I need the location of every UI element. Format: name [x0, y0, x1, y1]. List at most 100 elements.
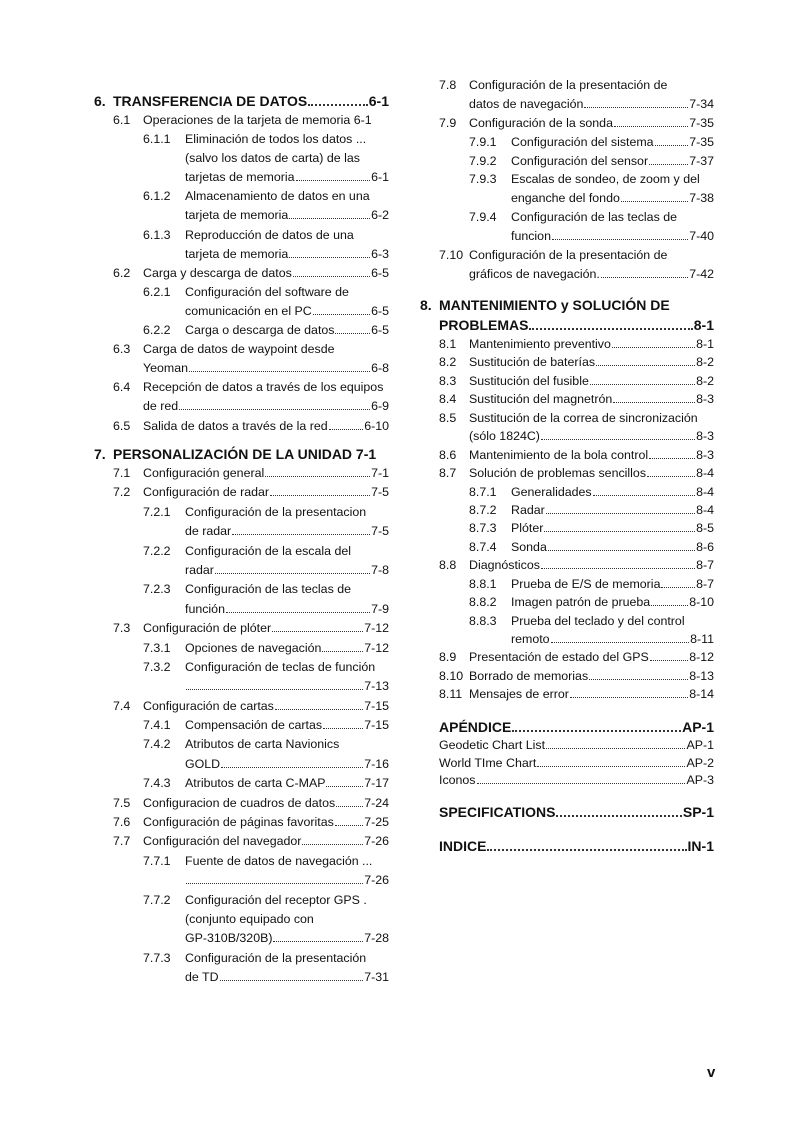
section-heading[interactable]: PROBLEMAS 8-1: [420, 315, 714, 335]
toc-entry[interactable]: 8.8.2 Imagen patrón de prueba 8-10: [420, 593, 714, 611]
toc-entry[interactable]: Yeoman 6-8: [94, 359, 389, 378]
dot-leader: [289, 256, 371, 258]
toc-entry[interactable]: 7.7.2 Configuración del receptor GPS .: [94, 891, 389, 910]
toc-entry[interactable]: 8.7.4 Sonda 8-6: [420, 538, 714, 556]
entry-page: 8-3: [696, 429, 714, 444]
toc-entry[interactable]: 7.9.3 Escalas de sondeo, de zoom y del: [420, 170, 714, 189]
toc-entry[interactable]: tarjeta de memoria 6-3: [94, 245, 389, 264]
toc-entry[interactable]: 6.2 Carga y descarga de datos 6-5: [94, 264, 389, 283]
toc-entry[interactable]: 7.7.3 Configuración de la presentación: [94, 949, 389, 968]
toc-entry[interactable]: 6.1 Operaciones de la tarjeta de memoria …: [94, 111, 389, 130]
entry-number: 8.7.1: [469, 484, 497, 499]
toc-entry[interactable]: 7.3.1 Opciones de navegación 7-12: [94, 639, 389, 658]
toc-entry[interactable]: 7.7 Configuración del navegador 7-26: [94, 832, 389, 851]
toc-entry[interactable]: 7.2.2 Configuración de la escala del: [94, 542, 389, 561]
toc-entry[interactable]: 8.8.3 Prueba del teclado y del control: [420, 612, 714, 630]
toc-entry[interactable]: 7.2 Configuración de radar 7-5: [94, 483, 389, 502]
toc-entry[interactable]: 8.3 Sustitución del fusible 8-2: [420, 372, 714, 390]
toc-entry[interactable]: 7.4.3 Atributos de carta C-MAP 7-17: [94, 774, 389, 793]
entry-page: IN-1: [687, 838, 714, 854]
toc-entry[interactable]: enganche del fondo 7-38: [420, 189, 714, 208]
toc-entry[interactable]: 7.4.1 Compensación de cartas 7-15: [94, 716, 389, 735]
toc-entry[interactable]: 7.7.1 Fuente de datos de navegación ...: [94, 852, 389, 871]
toc-entry[interactable]: 8.10 Borrado de memorias 8-13: [420, 667, 714, 685]
toc-entry[interactable]: 7.6 Configuración de páginas favoritas 7-2…: [94, 813, 389, 832]
toc-entry[interactable]: 6.1.2 Almacenamiento de datos en una: [94, 187, 389, 206]
toc-entry[interactable]: 8.8 Diagnósticos 8-7: [420, 556, 714, 574]
toc-entry[interactable]: 8.7.3 Plóter 8-5: [420, 519, 714, 537]
toc-entry[interactable]: 6.4 Recepción de datos a través de los eq…: [94, 378, 389, 397]
toc-entry[interactable]: 7.4.2 Atributos de carta Navionics: [94, 735, 389, 754]
toc-entry[interactable]: de radar 7-5: [94, 522, 389, 541]
toc-entry[interactable]: tarjeta de memoria 6-2: [94, 206, 389, 225]
toc-entry[interactable]: 7.2.1 Configuración de la presentacion: [94, 503, 389, 522]
toc-entry[interactable]: GP-310B/320B) 7-28: [94, 929, 389, 948]
toc-entry[interactable]: 8.8.1 Prueba de E/S de memoria 8-7: [420, 575, 714, 593]
toc-entry[interactable]: 7.3 Configuración de plóter 7-12: [94, 619, 389, 638]
toc-entry[interactable]: 7.1 Configuración general 7-1: [94, 464, 389, 483]
toc-entry[interactable]: (sólo 1824C) 8-3: [420, 427, 714, 445]
toc-entry[interactable]: 8.5 Sustitución de la correa de sincroniz…: [420, 409, 714, 427]
toc-entry[interactable]: Geodetic Chart List AP-1: [420, 737, 714, 755]
dot-leader: [232, 534, 371, 536]
toc-entry[interactable]: de TD 7-31: [94, 968, 389, 987]
toc-entry[interactable]: 7.9 Configuración de la sonda 7-35: [420, 114, 714, 133]
toc-entry[interactable]: 8.7.1 Generalidades 8-4: [420, 483, 714, 501]
toc-entry[interactable]: funcion 7-40: [420, 227, 714, 246]
toc-entry[interactable]: comunicación en el PC 6-5: [94, 302, 389, 321]
toc-entry[interactable]: 6.2.2 Carga o descarga de datos 6-5: [94, 321, 389, 340]
section-heading[interactable]: 8. MANTENIMIENTO y SOLUCIÓN DE: [420, 295, 714, 315]
entry-page: 7-34: [689, 96, 714, 111]
entry-title: (conjunto equipado con: [185, 911, 314, 926]
entry-number: 7.3.1: [143, 640, 171, 655]
toc-entry[interactable]: 8.2 Sustitución de baterías 8-2: [420, 353, 714, 371]
entry-title: Escalas de sondeo, de zoom y del: [511, 172, 700, 187]
toc-entry[interactable]: 7.10 Configuración de la presentación de: [420, 246, 714, 265]
toc-entry[interactable]: 8.9 Presentación de estado del GPS 8-12: [420, 648, 714, 666]
toc-entry[interactable]: gráficos de navegación. 7-42: [420, 265, 714, 284]
dot-leader: [302, 844, 364, 846]
section-heading[interactable]: INDICE IN-1: [420, 836, 714, 856]
toc-entry[interactable]: 6.1.1 Eliminación de todos los datos ...: [94, 130, 389, 149]
toc-section: 6. TRANSFERENCIA DE DATOS 6-1 6.1 Operacione…: [94, 91, 389, 436]
toc-entry[interactable]: 7.5 Configuracion de cuadros de datos 7-24: [94, 794, 389, 813]
toc-entry[interactable]: 8.1 Mantenimiento preventivo 8-1: [420, 335, 714, 353]
toc-entry[interactable]: función 7-9: [94, 600, 389, 619]
toc-entry[interactable]: remoto 8-11: [420, 630, 714, 648]
section-heading[interactable]: SPECIFICATIONS SP-1: [420, 802, 714, 822]
toc-entry[interactable]: World TIme Chart AP-2: [420, 755, 714, 773]
dot-leader: [272, 631, 364, 633]
toc-entry[interactable]: 8.4 Sustitución del magnetrón 8-3: [420, 390, 714, 408]
toc-entry[interactable]: 7.2.3 Configuración de las teclas de: [94, 580, 389, 599]
section-heading[interactable]: APÉNDICE AP-1: [420, 717, 714, 737]
dot-leader: [547, 549, 696, 551]
toc-entry[interactable]: 7.4 Configuración de cartas 7-15: [94, 697, 389, 716]
toc-entry[interactable]: tarjetas de memoria 6-1: [94, 168, 389, 187]
toc-entry[interactable]: 8.11 Mensajes de error 8-14: [420, 685, 714, 703]
toc-entry[interactable]: GOLD 7-16: [94, 755, 389, 774]
toc-entry[interactable]: 7.3.2 Configuración de teclas de función: [94, 658, 389, 677]
toc-entry[interactable]: 7-26: [94, 871, 389, 890]
toc-section: 7.8 Configuración de la presentación de da…: [420, 76, 714, 284]
toc-entry[interactable]: de red 6-9: [94, 397, 389, 416]
toc-entry[interactable]: Iconos AP-3: [420, 772, 714, 790]
toc-entry[interactable]: 6.1.3 Reproducción de datos de una: [94, 226, 389, 245]
toc-entry[interactable]: 7.9.2 Configuración del sensor 7-37: [420, 152, 714, 171]
entry-page: 7-42: [689, 266, 714, 281]
toc-entry[interactable]: 6.2.1 Configuración del software de: [94, 283, 389, 302]
toc-entry[interactable]: (salvo los datos de carta) de las: [94, 149, 389, 168]
toc-entry[interactable]: 7-13: [94, 677, 389, 696]
toc-entry[interactable]: (conjunto equipado con: [94, 910, 389, 929]
toc-entry[interactable]: 7.8 Configuración de la presentación de: [420, 76, 714, 95]
toc-entry[interactable]: 6.5 Salida de datos a través de la red 6-1…: [94, 417, 389, 436]
toc-entry[interactable]: datos de navegación 7-34: [420, 95, 714, 114]
toc-entry[interactable]: 8.7.2 Radar 8-4: [420, 501, 714, 519]
toc-entry[interactable]: 8.6 Mantenimiento de la bola control 8-3: [420, 446, 714, 464]
toc-entry[interactable]: 7.9.4 Configuración de las teclas de: [420, 208, 714, 227]
section-heading[interactable]: 6. TRANSFERENCIA DE DATOS 6-1: [94, 91, 389, 111]
toc-entry[interactable]: 8.7 Solución de problemas sencillos 8-4: [420, 464, 714, 482]
toc-entry[interactable]: radar 7-8: [94, 561, 389, 580]
toc-entry[interactable]: 6.3 Carga de datos de waypoint desde: [94, 340, 389, 359]
toc-entry[interactable]: 7.9.1 Configuración del sistema 7-35: [420, 133, 714, 152]
section-heading[interactable]: 7. PERSONALIZACIÓN DE LA UNIDAD 7-1: [94, 444, 389, 464]
